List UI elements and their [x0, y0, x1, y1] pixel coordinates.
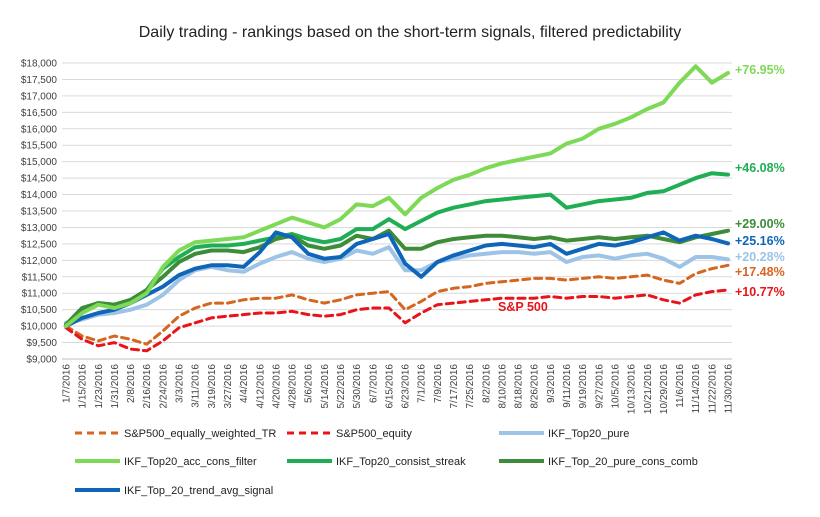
- x-tick-label: 7/9/2016: [433, 364, 444, 403]
- legend-label-S&P500_equity: S&P500_equity: [336, 428, 412, 440]
- series-line-IKF_Top_20_trend_avg_signal: [64, 230, 730, 329]
- x-tick-label: 1/31/2016: [110, 364, 121, 409]
- y-tick-label: $16,500: [21, 108, 58, 119]
- legend-label-S&P500_equally_weighted_TR: S&P500_equally_weighted_TR: [124, 428, 276, 440]
- end-label-IKF_Top20_acc_cons_filter: +76.95%: [735, 63, 785, 77]
- x-tick-label: 6/7/2016: [368, 364, 379, 403]
- x-tick-label: 11/30/2016: [724, 364, 735, 414]
- end-label-S&P500_equally_weighted_TR: +17.48%: [735, 265, 785, 279]
- end-label-IKF_Top20_consist_streak: +46.08%: [735, 161, 785, 175]
- end-label-IKF_Top_20_trend_avg_signal: +25.16%: [735, 234, 785, 248]
- x-tick-label: 11/6/2016: [675, 364, 686, 408]
- x-tick-label: 6/15/2016: [384, 364, 395, 409]
- x-tick-label: 9/19/2016: [578, 364, 589, 409]
- x-tick-label: 9/3/2016: [546, 364, 557, 403]
- x-tick-label: 10/13/2016: [627, 364, 638, 414]
- x-tick-label: 8/10/2016: [497, 364, 508, 409]
- end-label-IKF_Top_20_pure_cons_comb: +29.00%: [735, 217, 785, 231]
- x-tick-label: 3/19/2016: [207, 364, 218, 409]
- series-lines: [64, 64, 730, 353]
- y-tick-label: $16,000: [21, 124, 58, 135]
- y-tick-label: $15,500: [21, 141, 58, 152]
- x-tick-label: 2/8/2016: [126, 364, 137, 403]
- y-tick-label: $10,000: [21, 322, 58, 333]
- x-tick-label: 9/27/2016: [594, 364, 605, 409]
- y-tick-label: $14,000: [21, 190, 58, 201]
- series-line-S&P500_equity: [64, 288, 730, 353]
- x-tick-label: 6/23/2016: [401, 364, 412, 409]
- x-tick-label: 7/1/2016: [417, 364, 428, 403]
- x-axis-ticks: 1/7/2016 1/15/2016 1/23/2016 1/31/2016 2/8/2…: [62, 358, 735, 414]
- legend-label-IKF_Top_20_pure_cons_comb: IKF_Top_20_pure_cons_comb: [548, 456, 698, 468]
- y-tick-label: $10,500: [21, 305, 58, 316]
- y-axis-ticks: $9,000 $9,500 $10,000 $10,500 $11,000 $11,500…: [21, 59, 58, 366]
- x-tick-label: 7/25/2016: [465, 364, 476, 409]
- y-tick-label: $14,500: [21, 174, 58, 185]
- x-tick-label: 10/29/2016: [659, 364, 670, 414]
- end-label-S&P500_equity: +10.77%: [735, 285, 785, 299]
- end-labels: +17.48% +10.77% +20.28% +76.95% +46.08% +29.0…: [735, 63, 785, 299]
- legend-label-IKF_Top20_acc_cons_filter: IKF_Top20_acc_cons_filter: [124, 456, 257, 468]
- x-tick-label: 11/14/2016: [691, 364, 702, 414]
- x-tick-label: 1/23/2016: [94, 364, 105, 409]
- series-line-IKF_Top20_pure: [64, 245, 730, 325]
- y-tick-label: $17,000: [21, 91, 58, 102]
- series-line-IKF_Top20_acc_cons_filter: [64, 64, 730, 329]
- y-tick-label: $9,000: [26, 355, 57, 366]
- x-tick-label: 11/22/2016: [707, 364, 718, 414]
- series-line-S&P500_equally_weighted_TR: [64, 263, 730, 346]
- x-tick-label: 8/2/2016: [481, 364, 492, 403]
- x-tick-label: 5/14/2016: [320, 364, 331, 409]
- x-tick-label: 1/7/2016: [62, 364, 73, 403]
- end-label-IKF_Top20_pure: +20.28%: [735, 250, 785, 264]
- y-tick-label: $12,000: [21, 256, 58, 267]
- legend-label-IKF_Top_20_trend_avg_signal: IKF_Top_20_trend_avg_signal: [124, 485, 273, 497]
- x-tick-label: 2/24/2016: [158, 364, 169, 409]
- y-tick-label: $12,500: [21, 239, 58, 250]
- x-tick-label: 2/16/2016: [142, 364, 153, 409]
- x-tick-label: 5/30/2016: [352, 364, 363, 409]
- legend-label-IKF_Top20_pure: IKF_Top20_pure: [548, 428, 629, 440]
- x-tick-label: 4/12/2016: [255, 364, 266, 409]
- x-tick-label: 10/21/2016: [643, 364, 654, 414]
- y-tick-label: $18,000: [21, 59, 58, 70]
- y-tick-label: $15,000: [21, 157, 58, 168]
- x-tick-label: 1/15/2016: [78, 364, 89, 409]
- y-tick-label: $9,500: [26, 338, 57, 349]
- y-tick-label: $13,000: [21, 223, 58, 234]
- legend: S&P500_equally_weighted_TR S&P500_equity I…: [75, 428, 698, 497]
- sp500-annotation: S&P 500: [498, 300, 548, 314]
- y-tick-label: $13,500: [21, 207, 58, 218]
- series-line-IKF_Top_20_pure_cons_comb: [64, 228, 730, 327]
- x-tick-label: 5/6/2016: [304, 364, 315, 403]
- x-tick-label: 9/11/2016: [562, 364, 573, 408]
- y-tick-label: $11,000: [22, 289, 58, 300]
- x-tick-label: 7/17/2016: [449, 364, 460, 409]
- legend-label-IKF_Top20_consist_streak: IKF_Top20_consist_streak: [336, 456, 466, 468]
- x-tick-label: 5/22/2016: [336, 364, 347, 409]
- chart-title: Daily trading - rankings based on the sh…: [139, 24, 681, 41]
- x-tick-label: 8/18/2016: [514, 364, 525, 409]
- x-tick-label: 8/26/2016: [530, 364, 541, 409]
- x-tick-label: 3/27/2016: [223, 364, 234, 409]
- series-line-IKF_Top20_consist_streak: [64, 171, 730, 329]
- x-tick-label: 4/20/2016: [271, 364, 282, 409]
- x-tick-label: 3/3/2016: [175, 364, 186, 403]
- x-tick-label: 3/11/2016: [191, 364, 202, 408]
- x-tick-label: 4/28/2016: [288, 364, 299, 409]
- x-tick-label: 10/5/2016: [610, 364, 621, 409]
- x-tick-label: 4/4/2016: [239, 364, 250, 403]
- y-tick-label: $17,500: [21, 75, 58, 86]
- y-tick-label: $11,500: [22, 272, 58, 283]
